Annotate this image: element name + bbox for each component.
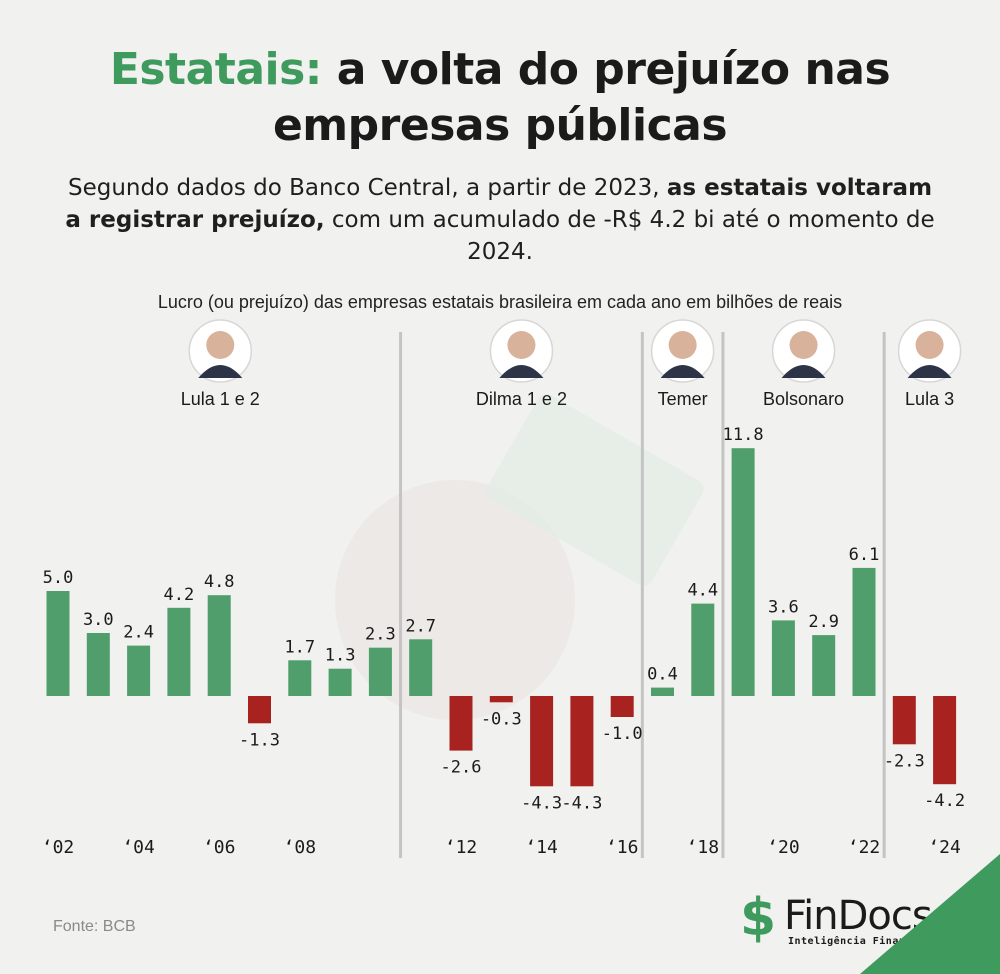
x-tick-label: ‘08 — [284, 837, 317, 858]
avatar-head — [668, 331, 697, 359]
president-avatar — [897, 319, 962, 383]
data-label: 2.3 — [365, 625, 396, 645]
chart-caption: Lucro (ou prejuízo) das empresas estatai… — [157, 292, 843, 312]
logo-name: FinDocs — [784, 893, 933, 939]
bar — [933, 696, 957, 785]
dollar-icon: $ — [740, 888, 777, 948]
x-tick-label: ‘20 — [767, 837, 800, 858]
avatar-body — [198, 365, 243, 378]
title-line-2: empresas públicas — [272, 100, 728, 151]
avatar-body — [907, 365, 952, 378]
x-tick-label: ‘18 — [687, 837, 720, 858]
title-line-1-rest: a volta do prejuízo nas — [321, 44, 891, 95]
subtitle: Segundo dados do Banco Central, a partir… — [60, 172, 940, 268]
bar — [489, 696, 513, 703]
avatar-head — [915, 331, 944, 359]
subtitle-part-2: com um acumulado de -R$ 4.2 bi até o mom… — [324, 207, 935, 265]
x-tick-label: ‘04 — [122, 837, 155, 858]
data-label: 3.6 — [768, 597, 799, 617]
watermark-note — [486, 394, 704, 586]
bar — [570, 696, 594, 787]
data-label: 2.4 — [123, 623, 154, 643]
avatar-body — [781, 365, 826, 378]
period-label: Lula 3 — [905, 389, 954, 409]
bar — [409, 639, 433, 696]
title-line-1: Estatais: a volta do prejuízo nas — [0, 42, 1000, 98]
bar — [248, 696, 271, 724]
bar — [731, 448, 755, 696]
bar — [46, 591, 70, 696]
period-label: Dilma 1 e 2 — [476, 389, 567, 409]
president-avatar — [650, 319, 715, 383]
bar — [167, 607, 191, 696]
watermark-bag — [335, 480, 575, 720]
avatar-head — [789, 331, 818, 359]
data-label: -4.3 — [561, 793, 602, 813]
data-label: -4.3 — [521, 793, 562, 813]
data-label: 1.7 — [284, 637, 315, 657]
bar — [86, 633, 110, 696]
logo-tagline: Inteligência Financeira — [788, 936, 938, 947]
x-tick-label: ‘02 — [42, 837, 75, 858]
x-tick-label: ‘06 — [203, 837, 236, 858]
president-avatar — [489, 319, 554, 383]
findocs-logo: $ FinDocs Inteligência Financeira — [740, 888, 970, 952]
data-label: 1.3 — [325, 646, 356, 666]
bar — [368, 647, 392, 696]
subtitle-part-1: Segundo dados do Banco Central, a partir… — [67, 175, 667, 201]
avatar-head — [507, 331, 536, 359]
x-tick-label: ‘22 — [848, 837, 881, 858]
president-avatar — [188, 319, 253, 383]
avatar-body — [660, 365, 705, 378]
bar — [892, 696, 916, 745]
bar — [207, 595, 231, 696]
bar — [771, 620, 795, 696]
x-tick-label: ‘24 — [928, 837, 961, 858]
data-label: -4.2 — [924, 791, 965, 811]
data-label: 3.0 — [83, 610, 114, 630]
source-note: Fonte: BCB — [53, 918, 136, 935]
data-label: 4.2 — [164, 585, 195, 605]
avatar-body — [499, 365, 544, 378]
bar — [127, 645, 151, 696]
president-avatar — [771, 319, 836, 383]
data-label: 2.7 — [405, 616, 436, 636]
bar — [530, 696, 554, 787]
data-label: 6.1 — [849, 545, 880, 565]
bar — [449, 696, 473, 751]
data-label: 4.4 — [687, 581, 718, 601]
bar — [852, 567, 876, 696]
bar — [812, 635, 836, 696]
data-label: -2.3 — [884, 751, 925, 771]
data-label: 4.8 — [204, 572, 235, 592]
x-tick-label: ‘12 — [445, 837, 478, 858]
data-label: -1.0 — [602, 724, 643, 744]
subtitle-bold: as estatais voltaram a registrar prejuíz… — [65, 175, 933, 233]
period-label: Temer — [658, 389, 708, 409]
data-label: 5.0 — [43, 568, 74, 588]
data-label: 2.9 — [808, 612, 839, 632]
page-title: Estatais: a volta do prejuízo nas empres… — [0, 42, 1000, 154]
data-label: -0.3 — [481, 709, 522, 729]
bar — [651, 687, 674, 696]
data-label: 11.8 — [723, 425, 764, 445]
x-tick-label: ‘16 — [606, 837, 639, 858]
data-label: -1.3 — [239, 730, 280, 750]
bar — [691, 603, 715, 696]
bar — [288, 660, 312, 696]
title-accent: Estatais: — [109, 44, 323, 95]
bar — [328, 668, 352, 696]
period-label: Lula 1 e 2 — [181, 389, 260, 409]
bar — [610, 696, 634, 717]
avatar-head — [206, 331, 235, 359]
data-label: -2.6 — [441, 758, 482, 778]
data-label: 0.4 — [647, 665, 678, 685]
x-tick-label: ‘14 — [525, 837, 558, 858]
corner-accent — [860, 854, 1000, 974]
period-label: Bolsonaro — [763, 389, 844, 409]
